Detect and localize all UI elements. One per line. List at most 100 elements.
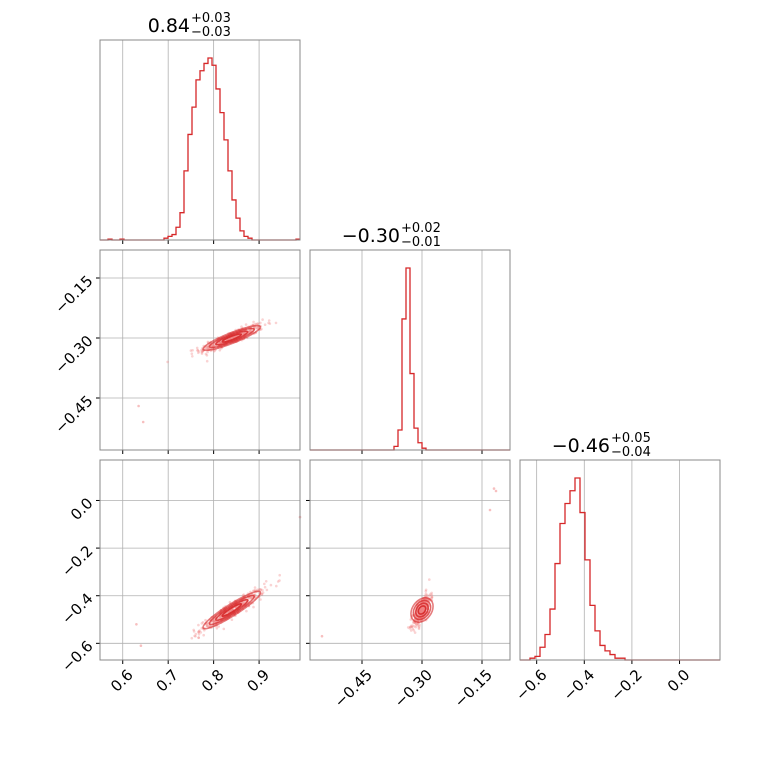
- scatter-point: [218, 341, 222, 344]
- scatter-point: [418, 625, 421, 628]
- contour-level: [202, 324, 262, 352]
- scatter-1-2: [320, 487, 498, 638]
- scatter-point: [200, 352, 204, 355]
- scatter-point: [415, 622, 418, 626]
- y-tick-label: −0.2: [58, 542, 96, 580]
- scatter-point: [274, 321, 278, 325]
- scatter-point: [425, 593, 429, 597]
- contour-level: [410, 596, 434, 624]
- scatter-point: [259, 321, 262, 325]
- scatter-point: [230, 618, 234, 621]
- panel-frame: [519, 459, 721, 661]
- contour-level: [215, 330, 249, 346]
- scatter-point: [203, 347, 207, 350]
- scatter-point: [190, 636, 194, 640]
- scatter-point: [192, 628, 195, 632]
- scatter-point: [191, 355, 194, 358]
- scatter-point: [418, 610, 422, 614]
- scatter-point: [212, 350, 216, 353]
- scatter-point: [256, 322, 260, 326]
- scatter-point: [419, 609, 423, 613]
- scatter-point: [256, 327, 259, 330]
- scatter-point: [242, 600, 245, 604]
- scatter-point: [219, 616, 222, 619]
- scatter-point: [419, 611, 423, 614]
- scatter-point: [421, 610, 424, 613]
- scatter-point: [211, 344, 214, 347]
- scatter-point: [265, 588, 269, 592]
- scatter-point: [420, 607, 423, 610]
- contour-level: [417, 605, 427, 615]
- x-tick-label: 0.8: [198, 666, 228, 696]
- scatter-point: [413, 625, 416, 628]
- scatter-point: [417, 626, 421, 629]
- scatter-point: [228, 610, 231, 613]
- scatter-point: [204, 352, 208, 356]
- scatter-point: [197, 630, 200, 633]
- scatter-point: [196, 348, 199, 352]
- scatter-point: [263, 585, 267, 589]
- contour-level: [202, 590, 262, 630]
- histogram-1: [310, 267, 510, 451]
- panel-2-2: [536, 460, 681, 664]
- title-minus: −0.01: [401, 235, 441, 250]
- scatter-point: [424, 592, 428, 596]
- scatter-point: [205, 354, 209, 357]
- scatter-point: [212, 343, 216, 346]
- outlier-point: [135, 623, 138, 626]
- scatter-point: [259, 588, 263, 591]
- scatter-point: [205, 359, 209, 363]
- scatter-point: [268, 322, 272, 325]
- scatter-point: [278, 573, 282, 577]
- scatter-point: [212, 620, 216, 623]
- scatter-0-1: [137, 318, 278, 424]
- scatter-point: [230, 609, 233, 612]
- scatter-point: [421, 607, 424, 611]
- title-plus: +0.05: [611, 431, 651, 446]
- scatter-point: [217, 625, 220, 628]
- scatter-point: [197, 350, 201, 353]
- scatter-point: [419, 608, 423, 612]
- scatter-point: [197, 633, 201, 636]
- panel-0-0: [122, 40, 260, 244]
- scatter-point: [212, 619, 215, 623]
- scatter-point: [197, 636, 200, 640]
- outlier-point: [494, 489, 498, 493]
- scatter-point: [218, 341, 222, 345]
- y-tick-label: −0.30: [51, 332, 96, 377]
- scatter-point: [250, 596, 253, 599]
- scatter-point: [263, 582, 266, 586]
- title-median: −0.46: [552, 435, 610, 457]
- scatter-point: [219, 341, 222, 344]
- panel-title-0: 0.84 +0.03−0.03: [148, 11, 231, 40]
- scatter-point: [275, 584, 278, 588]
- contour-level: [221, 602, 243, 618]
- scatter-point: [197, 636, 200, 639]
- scatter-point: [419, 610, 423, 613]
- scatter-point: [200, 348, 203, 352]
- scatter-point: [412, 621, 415, 624]
- scatter-point: [254, 322, 258, 326]
- outlier-point: [492, 487, 496, 490]
- scatter-point: [421, 606, 425, 609]
- scatter-point: [206, 624, 209, 627]
- panel-frame: [99, 39, 301, 241]
- x-tick-label: −0.45: [331, 666, 376, 711]
- scatter-point: [229, 337, 232, 340]
- x-tick-label: −0.15: [451, 666, 496, 711]
- panel-1-0: [96, 250, 300, 454]
- scatter-point: [422, 606, 425, 609]
- scatter-point: [411, 627, 415, 631]
- y-tick-label: −0.45: [51, 392, 96, 437]
- scatter-point: [260, 592, 264, 596]
- scatter-point: [422, 606, 425, 610]
- scatter-point: [420, 607, 424, 611]
- x-tick-label: 0.7: [153, 666, 183, 696]
- scatter-point: [414, 625, 418, 629]
- scatter-point: [430, 596, 434, 600]
- panel-2-0: [96, 460, 300, 664]
- scatter-point: [192, 630, 196, 633]
- title-minus: −0.03: [191, 25, 231, 40]
- scatter-point: [219, 615, 222, 619]
- title-plus: +0.02: [401, 221, 441, 236]
